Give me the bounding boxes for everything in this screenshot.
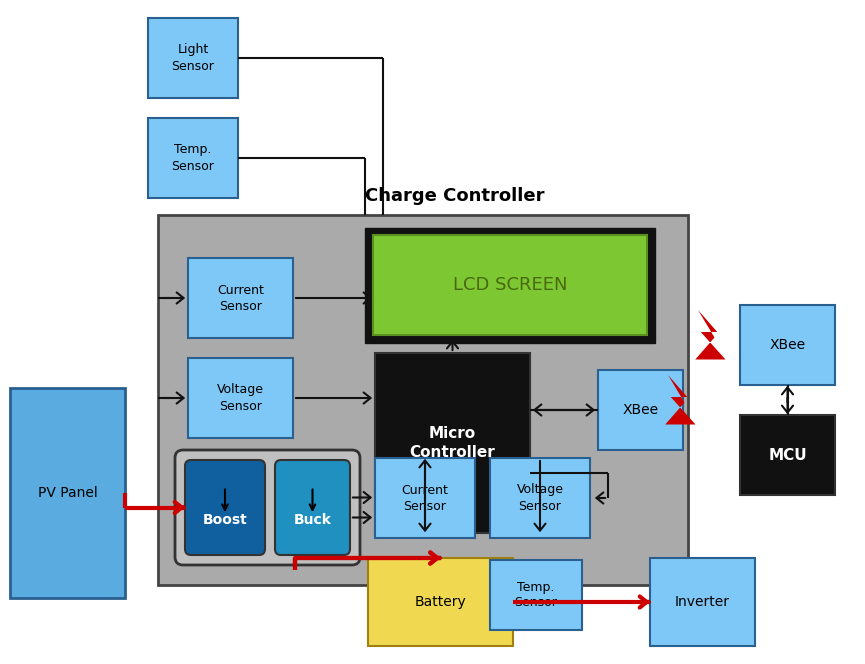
Text: Temp.
Sensor: Temp. Sensor (171, 143, 215, 173)
Text: Current
Sensor: Current Sensor (401, 483, 448, 513)
Text: XBee: XBee (770, 338, 805, 352)
Bar (740, 415, 835, 495)
Bar (375, 353, 530, 533)
Text: Current
Sensor: Current Sensor (217, 284, 264, 313)
Bar (148, 18, 238, 98)
Text: Voltage
Sensor: Voltage Sensor (217, 384, 264, 412)
Polygon shape (665, 375, 695, 424)
Text: PV Panel: PV Panel (37, 486, 98, 500)
FancyBboxPatch shape (185, 460, 265, 555)
Text: LCD SCREEN: LCD SCREEN (452, 276, 567, 294)
Text: Boost: Boost (202, 513, 247, 527)
Bar (158, 215, 688, 585)
Text: MCU: MCU (768, 448, 807, 463)
Text: Inverter: Inverter (675, 595, 730, 609)
FancyBboxPatch shape (275, 460, 350, 555)
Text: XBee: XBee (623, 403, 658, 417)
Bar (490, 458, 590, 538)
FancyBboxPatch shape (175, 450, 360, 565)
Bar (373, 235, 647, 335)
Bar (598, 370, 683, 450)
Text: Charge Controller: Charge Controller (365, 187, 545, 205)
Bar (188, 258, 293, 338)
Bar (10, 388, 125, 598)
Bar (375, 458, 475, 538)
Text: Light
Sensor: Light Sensor (171, 44, 215, 72)
Text: Micro
Controller: Micro Controller (410, 426, 496, 459)
Polygon shape (695, 310, 726, 359)
Text: Temp.
Sensor: Temp. Sensor (515, 580, 557, 610)
Text: Buck: Buck (293, 513, 331, 527)
Text: Voltage
Sensor: Voltage Sensor (516, 483, 563, 513)
Bar (365, 228, 655, 343)
Bar (740, 305, 835, 385)
Bar (368, 558, 513, 646)
Text: Battery: Battery (414, 595, 466, 609)
Bar (188, 358, 293, 438)
Bar (148, 118, 238, 198)
Bar (490, 560, 582, 630)
Bar (650, 558, 755, 646)
